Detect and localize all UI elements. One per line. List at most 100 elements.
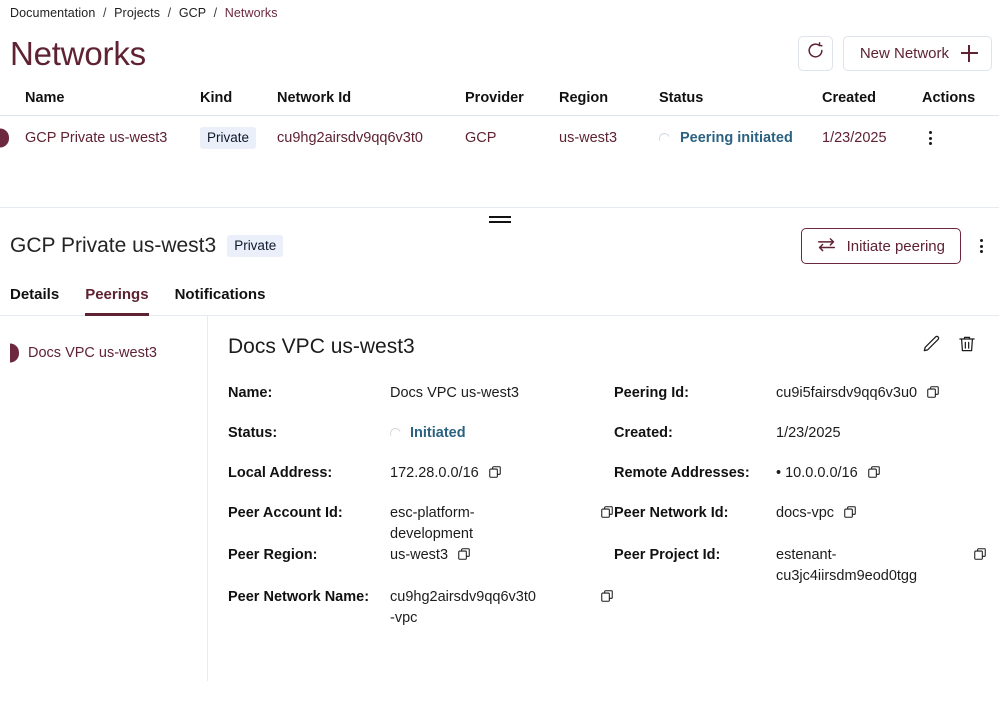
- copy-icon[interactable]: [457, 547, 471, 568]
- field-value: docs-vpc: [776, 505, 835, 521]
- breadcrumb-separator: /: [213, 6, 218, 20]
- copy-icon[interactable]: [843, 505, 857, 526]
- column-header-created[interactable]: Created: [822, 90, 876, 106]
- detail-tabs: Details Peerings Notifications: [0, 264, 999, 316]
- copy-icon[interactable]: [600, 505, 614, 526]
- breadcrumb-item-projects[interactable]: Projects: [114, 6, 161, 20]
- initiate-peering-button[interactable]: Initiate peering: [800, 228, 961, 264]
- networks-table: Name Kind Network Id Provider Region Sta…: [0, 90, 999, 160]
- field-created: Created: 1/23/2025: [614, 423, 987, 463]
- field-label: Peer Account Id:: [228, 505, 343, 521]
- kind-badge: Private: [200, 127, 257, 149]
- column-header-actions: Actions: [922, 90, 976, 106]
- field-value-wrap: us-west3: [390, 545, 614, 568]
- column-header-provider[interactable]: Provider: [465, 90, 524, 106]
- column-header-network-id[interactable]: Network Id: [277, 90, 352, 106]
- table-header-row: Name Kind Network Id Provider Region Sta…: [0, 90, 999, 116]
- field-value: us-west3: [390, 547, 449, 564]
- peering-title: Docs VPC us-west3: [228, 334, 415, 358]
- page-header-actions: New Network: [797, 35, 992, 71]
- resize-grip-icon[interactable]: [488, 216, 511, 223]
- table-row[interactable]: GCP Private us-west3 Private cu9hg2airsd…: [0, 116, 999, 160]
- field-value-wrap: Initiated: [388, 423, 614, 444]
- cell-name: GCP Private us-west3: [25, 130, 168, 146]
- copy-icon[interactable]: [926, 385, 940, 406]
- breadcrumb-item-documentation[interactable]: Documentation: [10, 6, 96, 20]
- field-peer-region: Peer Region: us-west3: [228, 545, 614, 587]
- field-value-wrap: cu9hg2airsdv9qq6v3t0-vpc: [390, 587, 614, 629]
- field-value: Initiated: [410, 425, 466, 441]
- initiate-peering-label: Initiate peering: [846, 237, 945, 255]
- field-value-wrap: 1/23/2025: [776, 423, 987, 444]
- field-label: Peer Region:: [228, 547, 318, 564]
- copy-icon[interactable]: [488, 465, 502, 486]
- field-value: 10.0.0.0/16: [776, 463, 858, 484]
- field-peer-account-id: Peer Account Id: esc-platform-developmen…: [228, 503, 614, 545]
- field-peer-project-id: Peer Project Id: estenant-cu3jc4iirsdm9e…: [614, 545, 987, 587]
- tab-details[interactable]: Details: [10, 286, 60, 303]
- cell-network-id: cu9hg2airsdv9qq6v3t0: [277, 130, 423, 146]
- refresh-button[interactable]: [797, 35, 833, 71]
- panel-splitter[interactable]: [0, 207, 999, 223]
- plus-icon: [961, 44, 978, 62]
- field-value: cu9i5fairsdv9qq6v3u0: [776, 385, 918, 401]
- page-header: Networks New Network: [0, 20, 999, 78]
- bidirectional-arrows-icon: [817, 237, 836, 256]
- detail-title: GCP Private us-west3: [10, 234, 217, 257]
- breadcrumb-item-gcp[interactable]: GCP: [178, 6, 206, 20]
- trash-icon[interactable]: [957, 334, 977, 359]
- refresh-icon: [806, 41, 825, 65]
- status-badge: Peering initiated: [680, 130, 793, 146]
- tab-notifications[interactable]: Notifications: [174, 286, 266, 303]
- field-value-wrap: cu9i5fairsdv9qq6v3u0: [776, 383, 987, 406]
- breadcrumb-separator: /: [102, 6, 107, 20]
- peerings-sidebar: Docs VPC us-west3: [0, 316, 208, 681]
- field-label: Peering Id:: [614, 385, 689, 401]
- cell-created: 1/23/2025: [822, 130, 887, 146]
- pencil-icon[interactable]: [921, 334, 941, 359]
- breadcrumb: Documentation / Projects / GCP / Network…: [0, 0, 999, 20]
- tab-peerings[interactable]: Peerings: [85, 286, 149, 316]
- new-network-button[interactable]: New Network: [842, 35, 992, 71]
- row-actions-menu-icon[interactable]: [922, 131, 938, 145]
- page-title: Networks: [10, 34, 146, 72]
- breadcrumb-item-networks[interactable]: Networks: [224, 6, 278, 20]
- sidebar-selected-marker: [10, 343, 19, 363]
- field-status: Status: Initiated: [228, 423, 614, 463]
- field-value: esc-platform-development: [390, 505, 475, 543]
- detail-title-group: GCP Private us-west3 Private: [10, 234, 284, 258]
- detail-kind-badge: Private: [227, 235, 284, 257]
- copy-icon[interactable]: [600, 589, 614, 610]
- field-value: cu9hg2airsdv9qq6v3t0-vpc: [390, 589, 536, 627]
- field-label: Peer Network Id:: [614, 505, 729, 521]
- new-network-label: New Network: [859, 44, 949, 62]
- field-local-address: Local Address: 172.28.0.0/16: [228, 463, 614, 503]
- field-label: Peer Network Name:: [228, 589, 370, 606]
- column-header-status[interactable]: Status: [659, 90, 704, 106]
- field-peer-network-name: Peer Network Name: cu9hg2airsdv9qq6v3t0-…: [228, 587, 614, 629]
- field-value-wrap: docs-vpc: [776, 503, 987, 526]
- cell-kind: Private: [200, 127, 277, 149]
- row-selected-marker: [0, 128, 9, 148]
- sidebar-item-docs-vpc-us-west3[interactable]: Docs VPC us-west3: [0, 340, 207, 366]
- cell-status: Peering initiated: [657, 130, 822, 146]
- field-spacer: [614, 587, 987, 629]
- cell-actions: [922, 131, 992, 145]
- column-header-region[interactable]: Region: [559, 90, 609, 106]
- detail-header: GCP Private us-west3 Private Initiate pe…: [0, 208, 999, 264]
- breadcrumb-separator: /: [167, 6, 172, 20]
- detail-header-actions: Initiate peering: [800, 228, 989, 264]
- field-value-wrap: 10.0.0.0/16: [776, 463, 987, 486]
- sidebar-item-label: Docs VPC us-west3: [28, 345, 157, 361]
- detail-overflow-menu-icon[interactable]: [973, 239, 989, 253]
- column-header-name[interactable]: Name: [25, 90, 65, 106]
- field-value-wrap: Docs VPC us-west3: [390, 383, 614, 404]
- spinner-icon: [388, 426, 403, 441]
- field-value: 172.28.0.0/16: [390, 465, 479, 481]
- field-label: Created:: [614, 425, 673, 441]
- field-label: Status:: [228, 425, 278, 441]
- column-header-kind[interactable]: Kind: [200, 90, 233, 106]
- copy-icon[interactable]: [973, 547, 987, 568]
- field-label: Peer Project Id:: [614, 547, 721, 564]
- copy-icon[interactable]: [867, 465, 881, 486]
